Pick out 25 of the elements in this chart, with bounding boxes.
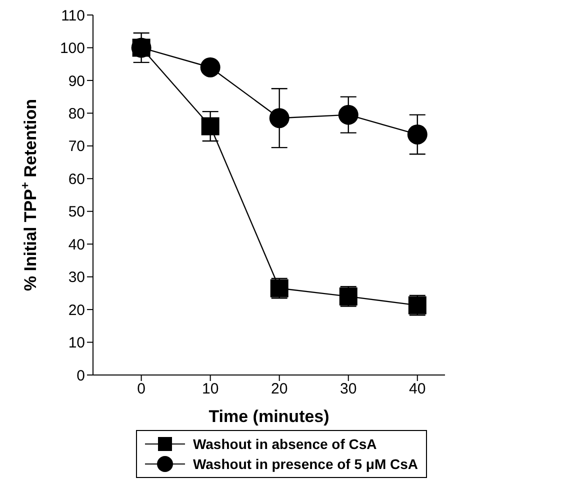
y-tick-label: 100 <box>60 40 85 58</box>
point <box>200 57 220 78</box>
x-tick-label: 0 <box>137 380 146 398</box>
legend-label: Washout in presence of 5 μM CsA <box>192 456 418 472</box>
x-tick-label: 10 <box>202 380 219 398</box>
y-tick-label: 90 <box>68 72 85 90</box>
y-tick-label: 40 <box>68 236 85 254</box>
point <box>201 117 220 136</box>
point <box>407 124 428 144</box>
x-tick-label: 30 <box>340 380 357 398</box>
y-tick-label: 110 <box>61 7 85 24</box>
legend-label: Washout in absence of CsA <box>192 436 377 452</box>
y-tick-label: 20 <box>68 302 85 319</box>
x-tick-label: 20 <box>271 380 288 398</box>
y-tick-label: 80 <box>68 106 85 123</box>
y-tick-label: 60 <box>68 170 85 188</box>
y-tick-label: 0 <box>76 367 85 384</box>
x-tick-label: 40 <box>409 380 426 398</box>
y-tick-label: 10 <box>68 334 85 352</box>
point <box>338 104 358 125</box>
point <box>269 108 290 128</box>
y-tick-label: 70 <box>68 138 85 156</box>
y-tick-label: 30 <box>68 269 85 286</box>
x-axis-title: Time (minutes) <box>208 407 330 426</box>
y-tick-label: 50 <box>68 204 85 221</box>
